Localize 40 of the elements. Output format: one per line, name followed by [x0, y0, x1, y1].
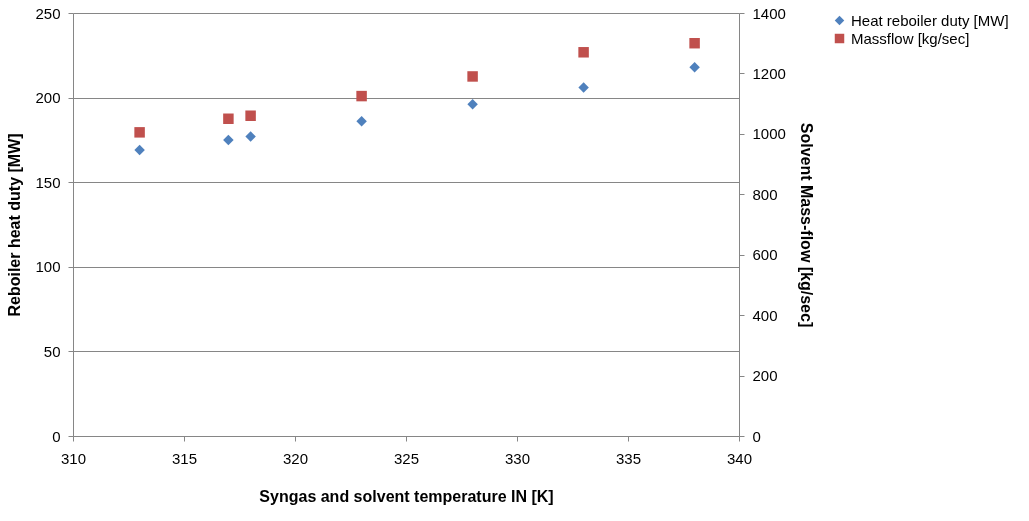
x-tick-label: 320	[282, 449, 309, 467]
point	[245, 110, 256, 121]
x-axis-title: Syngas and solvent temperature IN [K]	[259, 487, 554, 505]
y-axis-title: Reboiler heat duty [MW]	[6, 133, 24, 317]
y2-tick-label: 200	[752, 367, 778, 385]
y-tick-label: 250	[35, 4, 61, 22]
x-tick-label: 315	[171, 449, 198, 467]
x-tick-label: 335	[615, 449, 642, 467]
y2-tick-label: 1400	[752, 4, 786, 22]
x-tick-label: 330	[504, 449, 531, 467]
point	[578, 47, 589, 58]
point	[689, 37, 700, 49]
point	[467, 99, 478, 110]
y-tick-label: 150	[35, 173, 61, 191]
y2-axis-title: Solvent Mass-flow [kg/sec]	[797, 122, 815, 328]
y-tick-label: 200	[35, 89, 61, 107]
y2-tick-label: 1000	[752, 125, 786, 143]
point	[356, 116, 367, 127]
y2-tick-label: 0	[752, 427, 761, 445]
y2-tick-label: 800	[752, 185, 778, 203]
x-tick-label: 325	[393, 449, 420, 467]
legend-label: Heat reboiler duty [MW]	[851, 11, 1009, 29]
y2-tick-label: 400	[752, 306, 778, 324]
point	[134, 144, 145, 156]
y-tick-label: 100	[35, 258, 61, 276]
point	[245, 131, 256, 142]
point	[578, 82, 589, 93]
y-tick-label: 0	[52, 427, 61, 445]
point	[134, 127, 145, 138]
point	[689, 61, 700, 73]
x-tick-label: 310	[60, 449, 87, 467]
y2-tick-label: 1200	[752, 64, 786, 82]
point	[223, 134, 234, 146]
y2-tick-label: 600	[752, 246, 778, 264]
point	[223, 113, 234, 124]
legend-label: Massflow [kg/sec]	[851, 29, 970, 47]
point	[467, 71, 478, 82]
point	[356, 90, 367, 102]
y-tick-label: 50	[43, 342, 61, 360]
x-tick-label: 340	[726, 449, 753, 467]
